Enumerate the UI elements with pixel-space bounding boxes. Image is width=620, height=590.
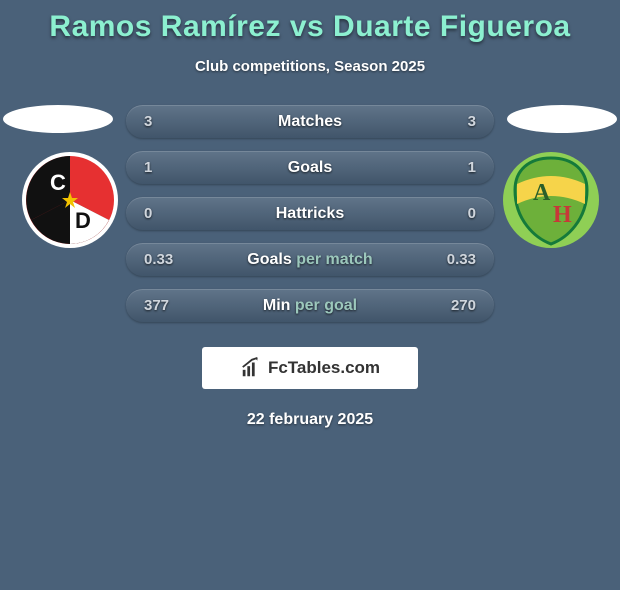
- stat-right-value: 0: [468, 205, 476, 222]
- stat-right-value: 1: [468, 159, 476, 176]
- chart-icon: [240, 357, 262, 379]
- stat-right-value: 3: [468, 113, 476, 130]
- page-title: Ramos Ramírez vs Duarte Figueroa: [0, 10, 620, 44]
- stat-row: 377 Min per goal 270: [126, 289, 494, 322]
- svg-text:D: D: [75, 208, 91, 233]
- stat-label: Goals: [126, 159, 494, 177]
- stat-right-value: 0.33: [447, 251, 476, 268]
- brand-text: FcTables.com: [268, 358, 380, 378]
- stat-row: 3 Matches 3: [126, 105, 494, 138]
- brand-badge: FcTables.com: [202, 347, 418, 389]
- stat-left-value: 1: [144, 159, 152, 176]
- stat-left-value: 0.33: [144, 251, 173, 268]
- stat-row: 0.33 Goals per match 0.33: [126, 243, 494, 276]
- svg-text:A: A: [533, 180, 551, 206]
- svg-text:C: C: [50, 170, 66, 195]
- stat-left-value: 0: [144, 205, 152, 222]
- stat-row: 0 Hattricks 0: [126, 197, 494, 230]
- comparison-area: C D A H 3 Matches 3 1 Goals 1 0 Hattrick…: [0, 105, 620, 429]
- stat-label: Matches: [126, 113, 494, 131]
- right-club-logo: A H: [501, 150, 601, 250]
- date-text: 22 february 2025: [0, 411, 620, 429]
- stat-left-value: 377: [144, 297, 169, 314]
- svg-text:H: H: [553, 202, 572, 228]
- stat-row: 1 Goals 1: [126, 151, 494, 184]
- stat-label: Hattricks: [126, 205, 494, 223]
- left-club-logo: C D: [20, 150, 120, 250]
- stat-label: Min per goal: [126, 297, 494, 315]
- left-oval: [3, 105, 113, 133]
- right-oval: [507, 105, 617, 133]
- stat-label: Goals per match: [126, 251, 494, 269]
- stat-right-value: 270: [451, 297, 476, 314]
- stat-left-value: 3: [144, 113, 152, 130]
- stats-list: 3 Matches 3 1 Goals 1 0 Hattricks 0 0.33…: [126, 105, 494, 322]
- subtitle: Club competitions, Season 2025: [0, 58, 620, 75]
